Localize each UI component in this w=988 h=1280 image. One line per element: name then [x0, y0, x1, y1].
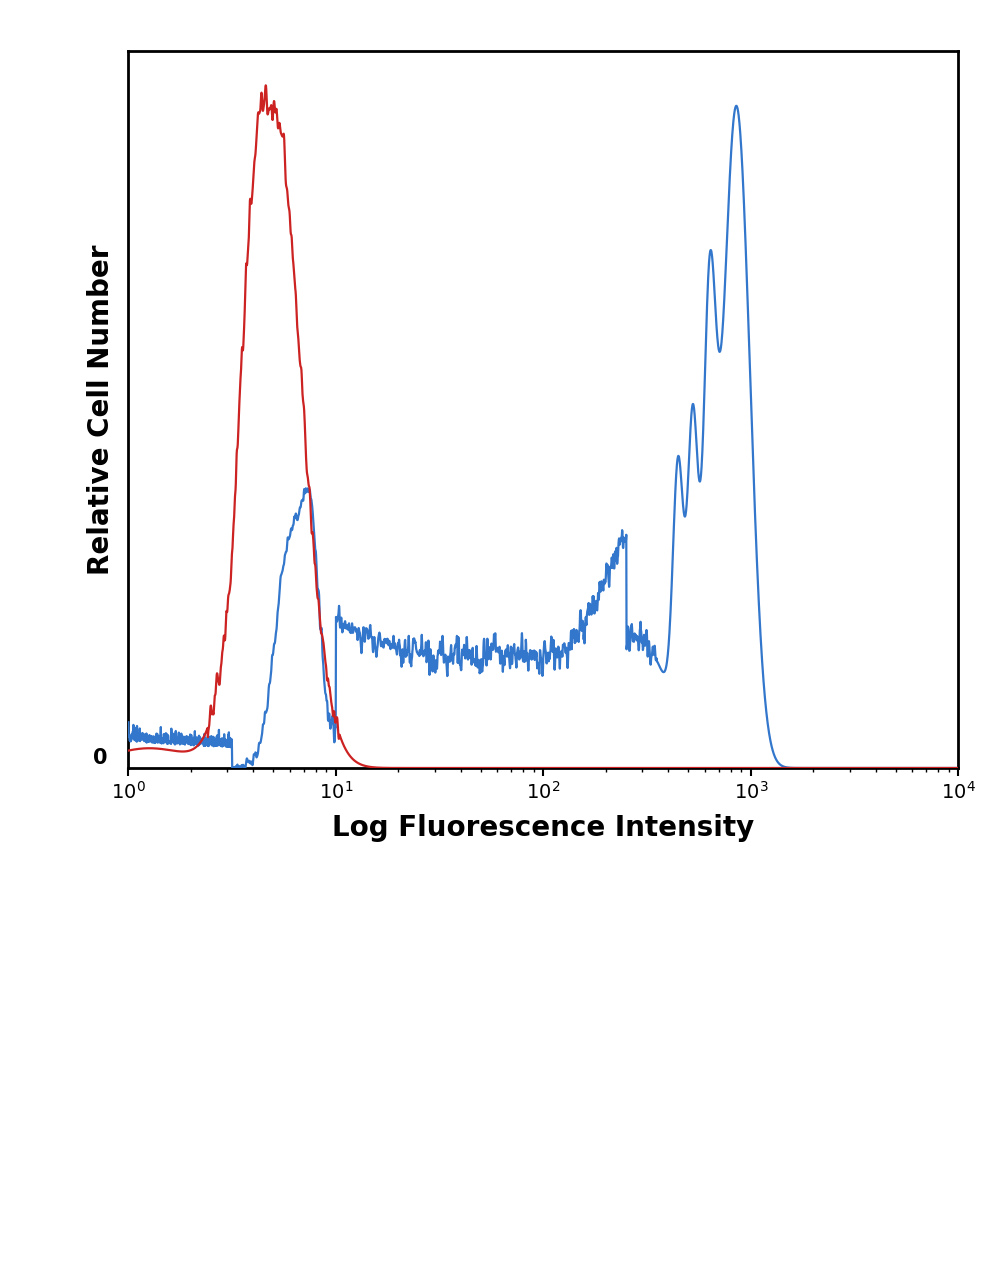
Text: 0: 0 [93, 748, 108, 768]
X-axis label: Log Fluorescence Intensity: Log Fluorescence Intensity [332, 814, 755, 842]
Y-axis label: Relative Cell Number: Relative Cell Number [87, 244, 115, 575]
